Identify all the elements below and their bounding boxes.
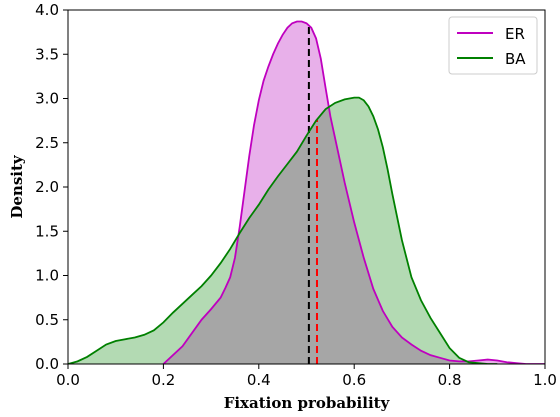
- er-legend-label: ER: [505, 25, 525, 43]
- legend-box: [448, 16, 538, 75]
- y-tick-label: 3.5: [35, 45, 59, 63]
- y-tick-label: 0.0: [35, 355, 59, 373]
- ba-legend-label: BA: [505, 50, 526, 68]
- y-tick-label: 2.0: [35, 178, 59, 196]
- y-axis-label: Density: [8, 154, 26, 219]
- ba-density-line: [68, 96, 498, 364]
- x-axis-label: Fixation probability: [224, 394, 391, 412]
- x-tick-label: 0.8: [438, 371, 462, 389]
- x-tick-label: 0.4: [247, 371, 271, 389]
- y-tick-label: 4.0: [35, 1, 59, 19]
- er-density-line: [162, 20, 545, 364]
- x-tick-label: 0.2: [151, 371, 175, 389]
- y-tick-label: 1.5: [35, 222, 59, 240]
- x-tick-label: 1.0: [533, 371, 557, 389]
- legend: ER BA: [448, 16, 538, 75]
- y-tick-label: 2.5: [35, 134, 59, 152]
- x-tick-label: 0.6: [342, 371, 366, 389]
- y-tick-label: 0.5: [35, 311, 59, 329]
- x-tick-label: 0.0: [56, 371, 80, 389]
- y-tick-label: 3.0: [35, 90, 59, 108]
- y-tick-label: 1.0: [35, 267, 59, 285]
- axes: 0.0 0.2 0.4 0.6 0.8 1.0 0.0 0.5 1.0 1.5 2.0 2.5 3.0 3…: [35, 1, 557, 389]
- plot-area: [68, 20, 545, 364]
